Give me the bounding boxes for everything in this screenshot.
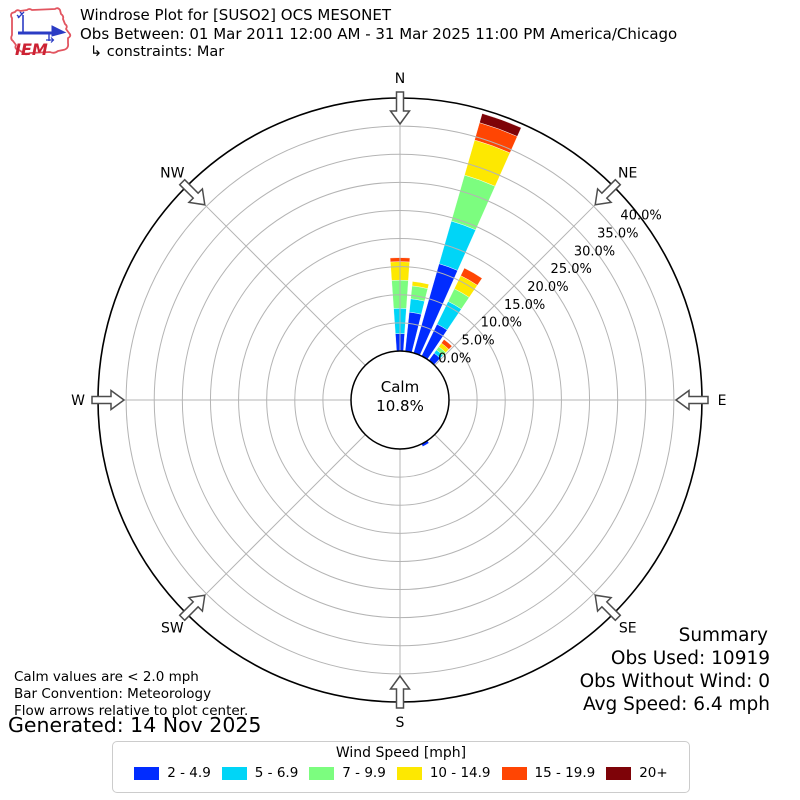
weathervane-icon <box>16 11 67 43</box>
iowa-outline <box>10 7 72 56</box>
compass-arrow-icon <box>178 594 206 622</box>
legend-entry-label: 7 - 9.9 <box>342 765 386 781</box>
compass-arrow-icon <box>594 178 622 206</box>
constraints-note: ↳ constraints: Mar <box>90 44 225 60</box>
wind-bar-segment <box>479 113 522 137</box>
compass-label-nw: NW <box>160 165 184 181</box>
grid-spoke <box>186 434 366 614</box>
grid-spoke <box>434 186 614 366</box>
compass-label-se: SE <box>619 621 637 637</box>
iem-logo: IEM <box>10 7 72 59</box>
logo-text: IEM <box>15 40 48 59</box>
compass-arrow-icon <box>91 389 126 411</box>
legend-entry: 2 - 4.9 <box>134 765 211 781</box>
legend-swatch <box>134 766 160 780</box>
legend-entry-label: 10 - 14.9 <box>429 765 491 781</box>
compass-label-s: S <box>396 715 405 731</box>
legend-entry: 20+ <box>606 765 668 781</box>
compass-label-w: W <box>71 393 85 409</box>
summary-avg-speed: Avg Speed: 6.4 mph <box>582 694 770 715</box>
radial-tick-label: 0.0% <box>438 351 471 366</box>
wind-bar-segment <box>411 281 430 289</box>
legend-swatch <box>221 766 247 780</box>
summary-obs-used: Obs Used: 10919 <box>610 648 770 669</box>
summary-title: Summary <box>678 625 768 646</box>
wind-bar-segment <box>441 339 453 350</box>
wind-speed-legend: Wind Speed [mph] 2 - 4.9 5 - 6.9 7 - 9.9 10… <box>112 741 690 793</box>
grid-spoke <box>186 186 366 366</box>
radial-tick-label: 10.0% <box>481 316 522 331</box>
summary-obs-without-wind: Obs Without Wind: 0 <box>579 671 770 692</box>
footnotes: Calm values are < 2.0 mph Bar Convention… <box>14 669 248 720</box>
compass-arrow-icon <box>674 389 709 411</box>
compass-label-sw: SW <box>161 621 184 637</box>
radial-tick-label: 35.0% <box>597 226 638 241</box>
radial-tick-label: 15.0% <box>504 298 545 313</box>
generated-date: Generated: 14 Nov 2025 <box>8 713 262 737</box>
compass-arrow-icon <box>594 594 622 622</box>
compass-arrow-icon <box>389 91 411 126</box>
legend-entry-label: 15 - 19.9 <box>534 765 596 781</box>
flow-arrows <box>91 91 709 709</box>
legend-entries: 2 - 4.9 5 - 6.9 7 - 9.9 10 - 14.9 15 - 19.9 2… <box>134 765 668 781</box>
wind-bar-segment <box>438 220 476 271</box>
compass-label-ne: NE <box>618 165 637 181</box>
grid-spoke <box>434 434 614 614</box>
legend-swatch <box>501 766 527 780</box>
radial-tick-label: 40.0% <box>620 209 661 224</box>
compass-label-e: E <box>718 393 727 409</box>
radial-tick-label: 5.0% <box>462 334 495 349</box>
legend-entry: 15 - 19.9 <box>501 765 596 781</box>
compass-arrow-icon <box>389 674 411 709</box>
legend-entry: 7 - 9.9 <box>309 765 386 781</box>
calm-label: Calm <box>381 378 419 396</box>
calm-percent: 10.8% <box>376 397 424 415</box>
compass-arrow-icon <box>178 178 206 206</box>
legend-entry-label: 2 - 4.9 <box>167 765 211 781</box>
legend-title: Wind Speed [mph] <box>335 745 467 761</box>
compass-label-n: N <box>395 71 405 87</box>
wind-bar-segment <box>409 298 425 315</box>
legend-swatch <box>396 766 422 780</box>
summary-block: Summary Obs Used: 10919 Obs Without Wind… <box>580 624 770 716</box>
wind-bar-segment <box>460 267 483 286</box>
legend-entry: 5 - 6.9 <box>221 765 299 781</box>
calm-note: Calm values are < 2.0 mph <box>14 669 199 685</box>
obs-between-subtitle: Obs Between: 01 Mar 2011 12:00 AM - 31 M… <box>80 25 678 43</box>
plot-title: Windrose Plot for [SUSO2] OCS MESONET <box>80 6 391 24</box>
legend-entry-label: 5 - 6.9 <box>254 765 299 781</box>
radial-tick-label: 25.0% <box>551 262 592 277</box>
flow-arrows-note: Flow arrows relative to plot center. <box>14 703 249 719</box>
bar-convention-note: Bar Convention: Meteorology <box>14 686 212 702</box>
legend-swatch <box>309 766 335 780</box>
polar-grid <box>98 98 702 702</box>
radial-tick-label: 30.0% <box>574 244 615 259</box>
legend-swatch <box>606 766 632 780</box>
legend-entry-label: 20+ <box>639 765 668 781</box>
legend-entry: 10 - 14.9 <box>396 765 491 781</box>
calm-circle <box>350 350 450 450</box>
radial-tick-label: 20.0% <box>527 280 568 295</box>
